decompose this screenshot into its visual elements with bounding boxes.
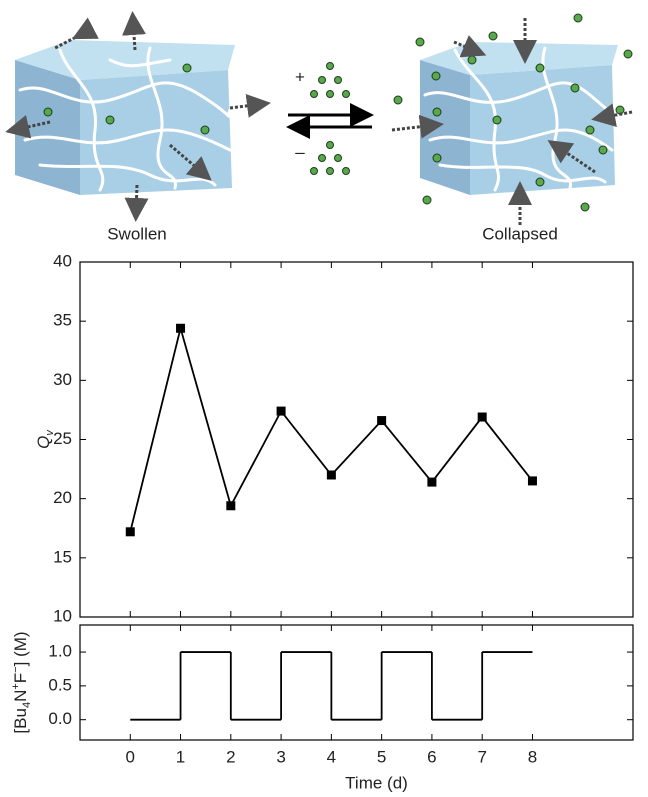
y-axis-label-part: N <box>11 690 30 702</box>
data-point <box>126 527 135 536</box>
data-point <box>226 501 235 510</box>
y-axis-label: [Bu4N+F−] (M) <box>10 631 33 733</box>
collapsed-gel <box>392 14 632 225</box>
x-tick-label: 8 <box>528 747 537 766</box>
x-tick-label: 6 <box>427 747 436 766</box>
y-tick-label: 0.0 <box>48 709 72 728</box>
y-tick-label: 0.5 <box>48 675 72 694</box>
data-point <box>478 413 487 422</box>
y-tick-label: 40 <box>53 251 72 270</box>
y-axis-label: Qv <box>34 429 55 449</box>
data-point <box>176 324 185 333</box>
data-line <box>130 328 532 532</box>
y-tick-label: 35 <box>53 311 72 330</box>
x-axis-label: Time (d) <box>345 773 408 792</box>
x-tick-label: 3 <box>276 747 285 766</box>
y-tick-label: 1.0 <box>48 642 72 661</box>
y-tick-label: 20 <box>53 488 72 507</box>
y-tick-label: 10 <box>53 606 72 625</box>
y-axis-label-main: Q <box>34 436 53 449</box>
plot-frame <box>80 625 633 740</box>
plot-frame <box>80 262 633 617</box>
x-tick-label: 7 <box>477 747 486 766</box>
x-tick-label: 1 <box>176 747 185 766</box>
data-point <box>277 407 286 416</box>
plus-sign: + <box>295 67 305 86</box>
x-tick-label: 0 <box>126 747 135 766</box>
data-point <box>377 416 386 425</box>
y-tick-label: 25 <box>53 429 72 448</box>
x-tick-label: 4 <box>327 747 336 766</box>
swollen-gel <box>14 20 262 213</box>
x-tick-label: 5 <box>377 747 386 766</box>
swollen-label: Swollen <box>107 224 167 243</box>
y-axis-label-part: [Bu <box>11 708 30 734</box>
x-tick-label: 2 <box>226 747 235 766</box>
ion-group <box>311 63 350 175</box>
y-axis-label-part: F <box>11 673 30 683</box>
data-point <box>427 478 436 487</box>
y-tick-label: 30 <box>53 370 72 389</box>
data-point <box>528 476 537 485</box>
figure: Swollen + – Collapsed 1015202530354 <box>0 0 648 797</box>
collapsed-label: Collapsed <box>482 224 558 243</box>
minus-sign: – <box>295 142 305 161</box>
data-point <box>327 471 336 480</box>
y-tick-label: 15 <box>53 547 72 566</box>
y-axis-label-part: ] (M) <box>11 631 30 666</box>
